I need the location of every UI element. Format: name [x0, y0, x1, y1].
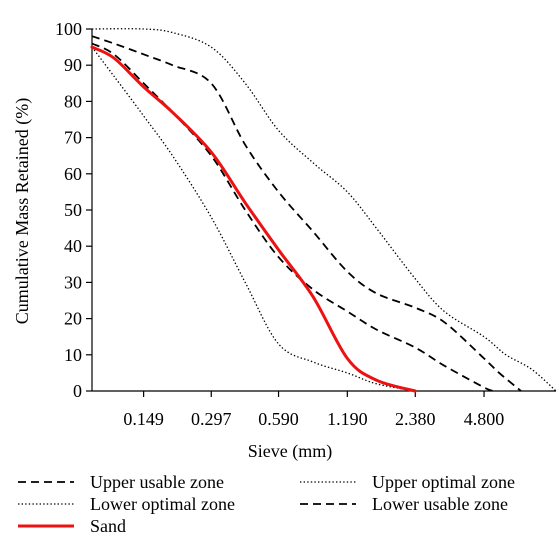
- x-tick-label: 4.800: [464, 409, 505, 429]
- series-line-upper-optimal-zone: [91, 28, 556, 392]
- legend-label: Lower optimal zone: [90, 494, 235, 514]
- x-axis-label: Sieve (mm): [248, 441, 332, 462]
- y-axis-label: Cumulative Mass Retained (%): [12, 98, 33, 324]
- y-tick-label: 90: [64, 55, 82, 75]
- legend-label: Upper usable zone: [90, 472, 224, 492]
- series-line-lower-optimal-zone: [91, 46, 416, 392]
- y-tick-label: 0: [73, 381, 82, 401]
- y-tick-label: 20: [64, 309, 82, 329]
- legend-label: Sand: [90, 516, 126, 536]
- x-tick-label: 0.149: [123, 409, 164, 429]
- y-tick-label: 60: [64, 164, 82, 184]
- x-tick-label: 0.297: [191, 409, 232, 429]
- y-tick-label: 40: [64, 236, 82, 256]
- legend-label: Upper optimal zone: [372, 472, 515, 492]
- y-tick-label: 100: [55, 19, 82, 39]
- y-tick-label: 10: [64, 345, 82, 365]
- plot-area: 0 10 20 30 40 50 60 70 80 90 100 0.149 0.297 0.590 1.1…: [55, 19, 556, 429]
- series-line-upper-usable-zone: [91, 35, 522, 392]
- y-tick-label: 70: [64, 128, 82, 148]
- series-line-lower-usable-zone: [91, 42, 495, 392]
- y-tick-label: 30: [64, 272, 82, 292]
- x-tick-label: 0.590: [258, 409, 299, 429]
- x-tick-label: 2.380: [395, 409, 436, 429]
- x-tick-label: 1.190: [327, 409, 368, 429]
- legend-label: Lower usable zone: [372, 494, 508, 514]
- y-tick-label: 80: [64, 91, 82, 111]
- legend: Upper usable zone Upper optimal zoneLower…: [18, 472, 515, 536]
- series-line-sand: [90, 45, 417, 393]
- y-tick-label: 50: [64, 200, 82, 220]
